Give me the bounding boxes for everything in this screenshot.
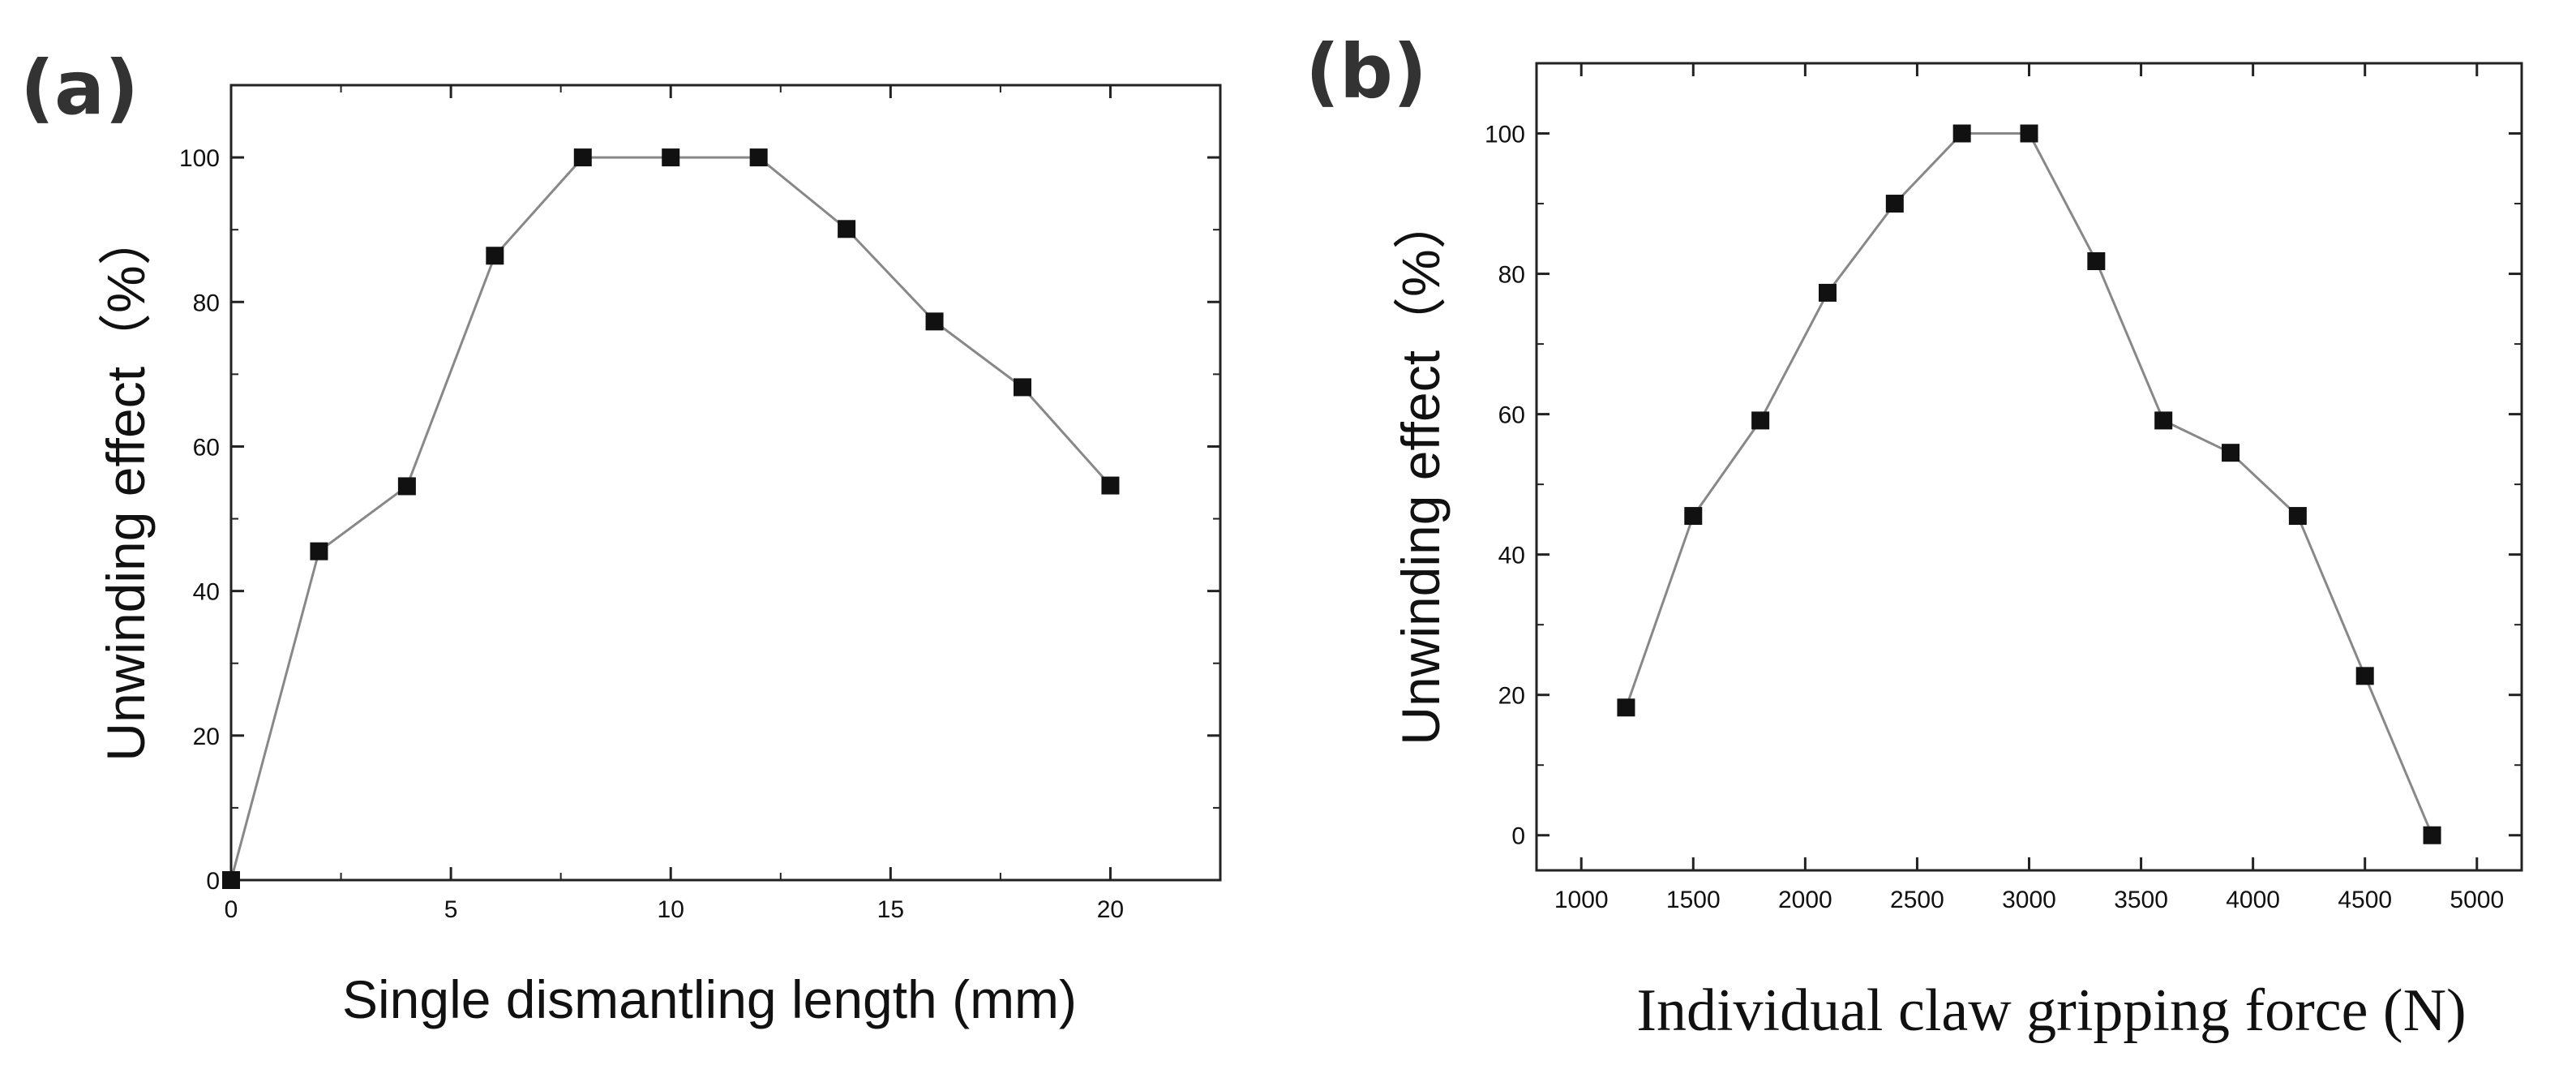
data-point xyxy=(2355,667,2374,685)
series-line-a xyxy=(229,156,1112,881)
plot-frame-b xyxy=(1535,62,2523,872)
data-point xyxy=(1952,124,1971,143)
panel-label-b: (b) xyxy=(1305,28,1427,115)
data-point xyxy=(397,477,416,496)
y-tick-label-a: 20 xyxy=(193,724,220,750)
x-tick-label-a: 20 xyxy=(1097,896,1124,923)
x-tick-label-b: 3000 xyxy=(2002,887,2056,913)
data-point xyxy=(1818,283,1837,302)
x-tick-label-b: 5000 xyxy=(2450,887,2504,913)
y-tick-label-a: 40 xyxy=(193,579,220,606)
y-tick-label-a: 0 xyxy=(206,868,220,895)
ticks-b: 1000 1500 2000 2500 3000 3500 4000 4500 5000 0 20 4… xyxy=(1485,63,2522,913)
series-line-b xyxy=(1625,132,2433,836)
data-point xyxy=(2154,411,2173,430)
data-point xyxy=(1014,378,1031,397)
chart-panel-b: (b) 1000 1500 2000 2500 3000 3500 4000 4500 5000… xyxy=(1305,28,2523,1044)
y-tick-label-b: 0 xyxy=(1511,823,1525,850)
series-line xyxy=(229,156,1112,881)
chart-panel-a: (a) 0 5 10 15 20 0 20 40 60 80 100 Unwinding effec… xyxy=(20,45,1222,1029)
x-tick-label-a: 5 xyxy=(444,896,458,923)
data-point xyxy=(2423,826,2441,844)
y-tick-label-a: 80 xyxy=(193,290,220,316)
y-tick-label-b: 40 xyxy=(1498,543,1525,569)
y-tick-label-b: 20 xyxy=(1498,683,1525,710)
series-markers-b xyxy=(1617,124,2441,844)
x-tick-label-b: 2500 xyxy=(1890,887,1944,913)
data-point xyxy=(2020,124,2038,143)
x-tick-label-b: 1000 xyxy=(1554,887,1609,913)
data-point xyxy=(222,871,240,889)
x-tick-label-b: 4500 xyxy=(2338,887,2392,913)
data-point xyxy=(1617,698,1635,717)
data-point xyxy=(1101,476,1120,495)
x-tick-label-b: 2000 xyxy=(1778,887,1832,913)
data-point xyxy=(2288,507,2307,526)
x-tick-label-b: 1500 xyxy=(1666,887,1721,913)
data-point xyxy=(749,148,768,167)
data-point xyxy=(310,542,328,560)
y-axis-label-a: Unwinding effect（%） xyxy=(96,212,156,761)
data-point xyxy=(2222,444,2240,462)
y-axis-label-b: Unwinding effect（%） xyxy=(1391,195,1451,745)
data-point xyxy=(2087,251,2106,270)
x-tick-label-a: 0 xyxy=(225,896,238,923)
data-point xyxy=(1751,411,1770,430)
y-tick-label-b: 80 xyxy=(1498,262,1525,289)
series-line xyxy=(1625,132,2433,836)
x-axis-label-b: Individual claw gripping force (N) xyxy=(1636,977,2466,1044)
data-point xyxy=(1684,507,1703,526)
plot-frame-a xyxy=(229,84,1222,882)
x-tick-label-a: 10 xyxy=(658,896,684,923)
data-point xyxy=(838,220,856,238)
y-tick-label-a: 100 xyxy=(179,145,220,172)
x-tick-label-b: 4000 xyxy=(2226,887,2280,913)
data-point xyxy=(662,148,680,167)
data-point xyxy=(573,148,592,167)
data-point xyxy=(1885,195,1904,213)
data-point xyxy=(486,247,504,265)
x-axis-label-a: Single dismantling length (mm) xyxy=(342,969,1077,1029)
y-tick-label-b: 100 xyxy=(1485,122,1525,148)
panel-label-a: (a) xyxy=(20,45,139,131)
series-markers-a xyxy=(222,148,1120,889)
x-tick-label-a: 15 xyxy=(877,896,904,923)
x-tick-label-b: 3500 xyxy=(2114,887,2168,913)
y-tick-label-b: 60 xyxy=(1498,402,1525,429)
y-tick-label-a: 60 xyxy=(193,434,220,461)
data-point xyxy=(925,312,944,331)
ticks-a: 0 5 10 15 20 0 20 40 60 80 100 xyxy=(179,85,1220,923)
